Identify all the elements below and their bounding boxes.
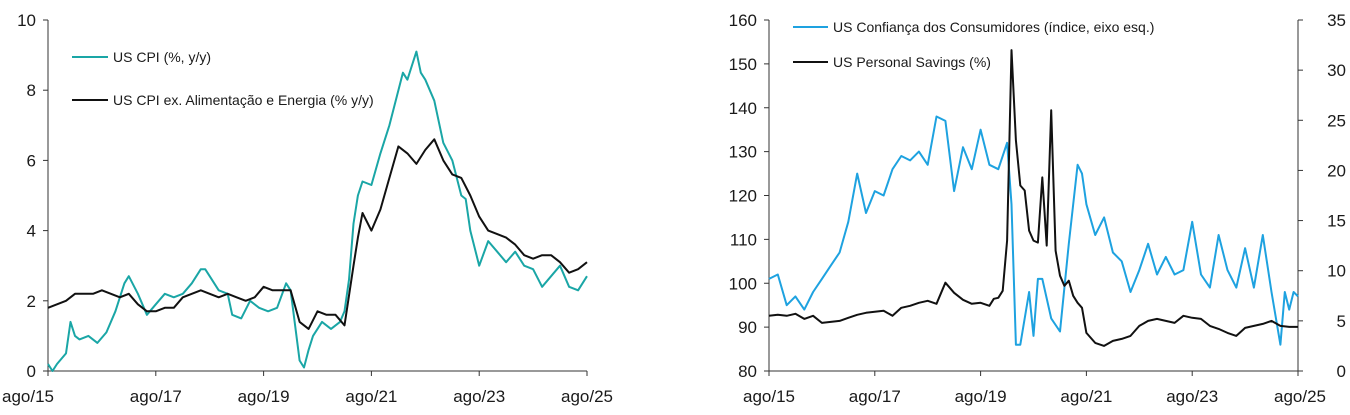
x-tick-label: ago/21 (1060, 387, 1112, 406)
legend-label: US Confiança dos Consumidores (índice, e… (833, 19, 1154, 35)
x-tick-label: ago/19 (955, 387, 1007, 406)
x-tick-label: ago/19 (238, 387, 290, 406)
y-tick-label: 10 (17, 11, 36, 30)
y-left-tick-label: 100 (729, 274, 757, 293)
x-tick-label: ago/25 (561, 387, 613, 406)
y-right-tick-label: 20 (1327, 161, 1346, 180)
chart-consumer-confidence-savings: 80 90 100 110 120 130 140 150 160 0 5 10 15 20 25 30 35 a… (729, 11, 1346, 406)
x-tick-label: ago/17 (130, 387, 182, 406)
x-tick-label: ago/17 (849, 387, 901, 406)
y-right-tick-label: 5 (1337, 312, 1346, 331)
legend-label: US Personal Savings (%) (833, 54, 991, 70)
y-tick-label: 0 (27, 362, 36, 381)
series-line-us-personal-savings (768, 49, 1298, 347)
x-tick-label: ago/23 (453, 387, 505, 406)
y-left-tick-label: 150 (729, 55, 757, 74)
chart-us-cpi: 0 2 4 6 8 10 ago/15 ago/17 ago/19 ago/21 ago/23 ago… (2, 11, 613, 406)
y-left-tick-label: 110 (730, 230, 757, 249)
y-right-tick-label: 35 (1327, 11, 1346, 30)
legend-label: US CPI ex. Alimentação e Energia (% y/y) (113, 92, 374, 108)
y-right-tick-label: 30 (1327, 61, 1346, 80)
y-left-tick-label: 120 (729, 187, 757, 206)
y-tick-label: 2 (27, 292, 36, 311)
y-left-tick-label: 160 (729, 11, 757, 30)
x-tick-label: ago/21 (345, 387, 397, 406)
y-right-tick-label: 15 (1327, 212, 1346, 231)
y-left-tick-label: 140 (729, 99, 757, 118)
x-tick-label: ago/15 (743, 387, 795, 406)
x-tick-label: ago/15 (2, 387, 54, 406)
y-left-tick-label: 80 (738, 362, 757, 381)
y-right-tick-label: 10 (1327, 262, 1346, 281)
y-tick-label: 8 (27, 81, 36, 100)
y-tick-label: 4 (27, 222, 36, 241)
y-right-tick-label: 25 (1327, 111, 1346, 130)
y-right-tick-label: 0 (1337, 362, 1346, 381)
series-line-us-cpi-y-y (47, 50, 588, 372)
x-tick-label: ago/25 (1274, 387, 1326, 406)
y-left-tick-label: 130 (729, 143, 757, 162)
series-line-us-cpi-ex-alimenta-o-e-energia-y-y (47, 138, 588, 330)
legend-label: US CPI (%, y/y) (113, 49, 211, 65)
x-tick-label: ago/23 (1166, 387, 1218, 406)
y-left-tick-label: 90 (738, 318, 757, 337)
y-tick-label: 6 (27, 151, 36, 170)
series-line-us-confian-a-dos-consumidores-ndice-eixo-esq (768, 115, 1299, 346)
